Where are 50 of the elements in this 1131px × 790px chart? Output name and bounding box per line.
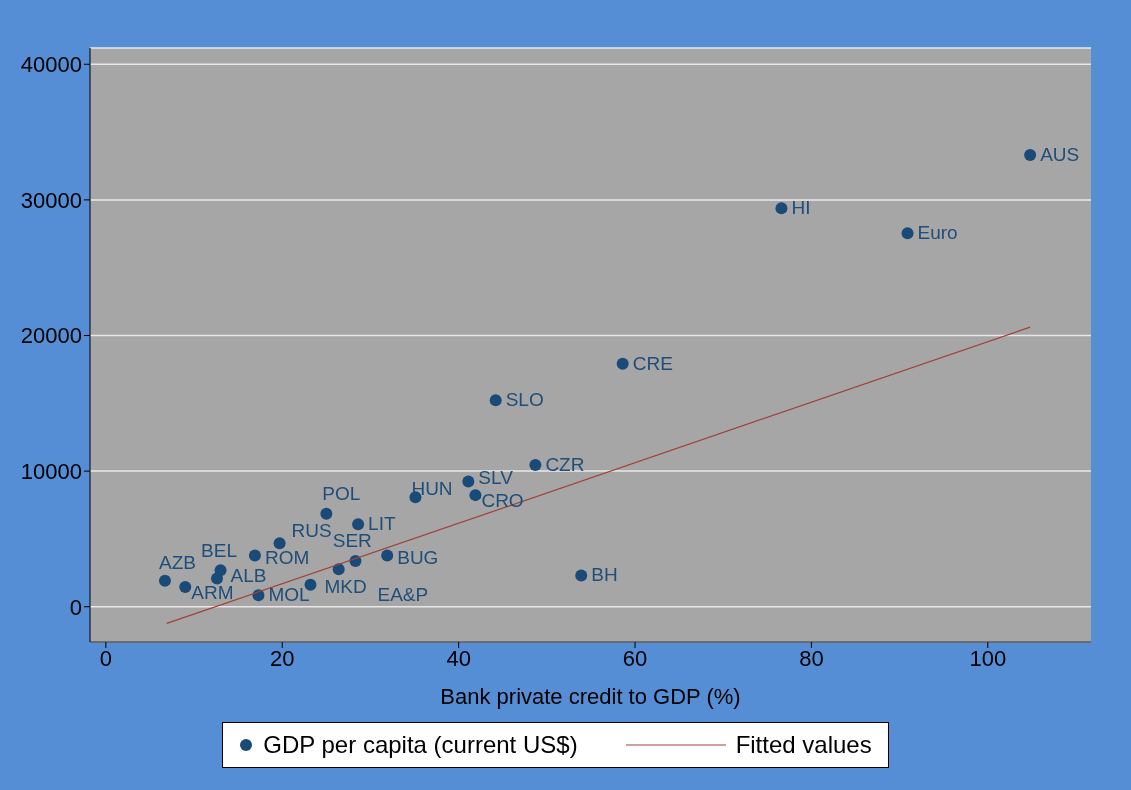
x-tick-label: 60 [622, 645, 648, 671]
point [575, 569, 588, 582]
data-label: POL [322, 482, 361, 504]
legend-label: Fitted values [735, 731, 872, 759]
point [320, 507, 333, 520]
point [352, 518, 365, 531]
point [901, 227, 914, 240]
data-label: SLV [478, 466, 514, 488]
point [462, 475, 475, 488]
data-label: BH [591, 564, 618, 586]
data-label: RUS [291, 520, 332, 542]
y-tick-label: 10000 [20, 458, 82, 484]
y-tick-label: 20000 [20, 323, 82, 349]
y-tick-label: 40000 [20, 52, 82, 78]
point [273, 537, 286, 550]
data-label: CZR [545, 453, 585, 475]
y-tick-label: 30000 [20, 187, 82, 213]
data-label: MOL [268, 584, 310, 606]
data-label: CRO [481, 490, 524, 512]
y-tick-label: 0 [69, 594, 82, 620]
point [158, 574, 171, 587]
data-label: BEL [201, 539, 237, 561]
point [616, 357, 629, 370]
data-label: HUN [411, 478, 453, 500]
data-label: AUS [1040, 144, 1080, 165]
data-label: BUG [397, 546, 439, 568]
point [469, 489, 482, 502]
x-tick-label: 20 [270, 645, 295, 671]
data-label: CRE [632, 352, 673, 374]
point [211, 572, 223, 585]
x-tick-label: 80 [799, 645, 824, 671]
legend-label: GDP per capita (current US$) [263, 731, 578, 759]
data-label: Euro [917, 222, 958, 244]
data-label: AZB [158, 551, 196, 573]
x-axis-title: Bank private credit to GDP (%) [440, 684, 741, 709]
point [179, 580, 192, 593]
data-label: MKD [324, 575, 367, 597]
point [489, 394, 502, 407]
data-label: EA&P [377, 583, 429, 605]
data-label: ROM [264, 546, 310, 568]
point [1024, 149, 1037, 161]
point [248, 549, 261, 562]
data-label: HI [791, 197, 811, 219]
point [529, 458, 542, 471]
x-tick-label: 0 [99, 645, 112, 671]
x-tick-label: 100 [969, 645, 1007, 671]
point [775, 202, 788, 215]
x-tick-label: 40 [446, 645, 471, 671]
point [381, 549, 394, 562]
data-label: SLO [505, 389, 544, 411]
